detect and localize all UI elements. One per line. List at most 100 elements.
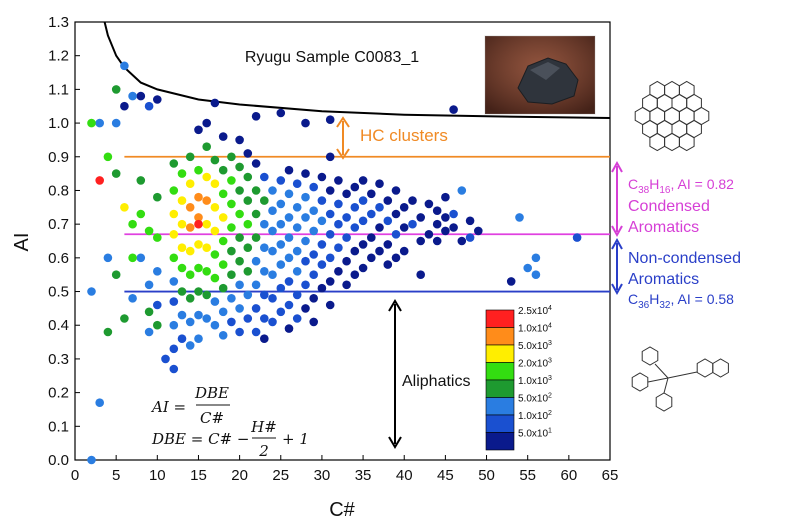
bond <box>654 363 669 379</box>
data-point <box>301 280 310 290</box>
condensed-molecule-structure <box>634 80 710 152</box>
data-point <box>268 317 277 327</box>
noncondensed-annotation: Non-condensed Aromatics C36H32, AI = 0.5… <box>611 237 741 311</box>
data-point <box>210 98 220 108</box>
data-point <box>342 213 351 222</box>
data-point <box>309 206 319 215</box>
data-point <box>449 209 458 219</box>
data-point <box>301 256 310 266</box>
data-point <box>358 196 368 205</box>
data-point <box>194 334 203 344</box>
data-point <box>284 165 294 175</box>
data-point <box>169 159 179 168</box>
data-point <box>194 165 203 175</box>
data-point <box>317 260 327 269</box>
bond <box>667 371 698 379</box>
data-point <box>185 203 195 212</box>
legend-swatch <box>485 309 515 328</box>
data-point <box>309 182 319 192</box>
data-point <box>325 209 335 219</box>
dbe-formula-lhs: DBE = C# − <box>151 430 250 448</box>
ring <box>649 132 666 152</box>
data-point <box>375 223 384 232</box>
data-point <box>169 277 179 286</box>
y-axis-title: AI <box>11 233 33 252</box>
data-point <box>169 186 179 195</box>
data-point <box>391 186 401 195</box>
data-point <box>194 213 203 222</box>
data-point <box>227 294 236 303</box>
data-point <box>276 307 286 317</box>
data-point <box>185 294 195 303</box>
data-point <box>317 240 327 249</box>
hc-clusters-label: HC clusters <box>360 126 448 145</box>
data-point <box>218 165 228 175</box>
data-point <box>358 216 368 226</box>
data-point <box>87 118 96 128</box>
data-point <box>424 230 434 239</box>
data-point <box>408 196 417 205</box>
data-point <box>194 240 203 249</box>
legend-swatch <box>485 397 515 416</box>
data-point <box>350 223 360 232</box>
data-point <box>367 189 376 199</box>
data-point <box>251 186 261 195</box>
data-point <box>260 243 269 252</box>
data-point <box>515 213 524 222</box>
data-point <box>120 101 129 111</box>
data-point <box>235 162 244 172</box>
boundary-curve <box>103 21 611 119</box>
data-point <box>334 267 343 276</box>
x-tick-label: 25 <box>272 467 289 484</box>
data-point <box>185 341 195 350</box>
data-point <box>185 152 195 162</box>
data-point <box>260 196 269 205</box>
y-tick-label: 0.1 <box>48 418 69 435</box>
data-point <box>227 317 236 327</box>
dbe-formula-denominator: 2 <box>258 442 269 460</box>
data-point <box>301 118 310 128</box>
data-point <box>194 263 203 273</box>
data-point <box>523 263 532 273</box>
data-point <box>218 260 228 269</box>
data-point <box>424 199 434 209</box>
data-point <box>284 300 294 310</box>
data-point <box>292 179 302 188</box>
data-point <box>317 196 327 205</box>
data-point <box>235 135 244 145</box>
data-point <box>325 115 335 124</box>
legend-label: 1.0x104 <box>518 323 552 335</box>
data-point <box>202 314 211 323</box>
x-tick-label: 0 <box>71 467 79 484</box>
data-point <box>177 196 187 205</box>
data-point <box>251 256 261 266</box>
data-point <box>235 233 244 242</box>
axis-ticks: 0 5 10 15 20 25 30 35 40 45 50 55 60 65 0.0 0.1 0.2 0.3 0.… <box>48 14 618 484</box>
sample-photo <box>484 35 596 115</box>
data-point <box>185 270 195 280</box>
data-point <box>432 219 442 229</box>
ring <box>678 132 695 152</box>
data-point <box>260 290 269 300</box>
condensed-formula: C38H16, AI = 0.82 <box>628 176 734 196</box>
data-point <box>457 186 467 195</box>
data-point <box>210 226 220 236</box>
data-point <box>136 176 146 185</box>
data-point <box>243 243 253 252</box>
data-point <box>317 283 327 293</box>
data-point <box>103 253 113 263</box>
dbe-formula-tail: + 1 <box>282 430 309 448</box>
data-point <box>391 253 401 263</box>
aliphatics-annotation: Aliphatics <box>388 299 470 449</box>
data-point <box>243 172 253 182</box>
ring <box>696 358 714 378</box>
data-point <box>325 277 335 286</box>
data-point <box>153 233 162 242</box>
data-point <box>177 263 187 273</box>
data-point <box>268 226 277 236</box>
condensed-label-line2: Aromatics <box>628 219 699 236</box>
data-point <box>243 267 253 276</box>
data-point <box>358 240 368 249</box>
legend-label: 5.0x103 <box>518 340 552 352</box>
data-point <box>260 334 269 344</box>
